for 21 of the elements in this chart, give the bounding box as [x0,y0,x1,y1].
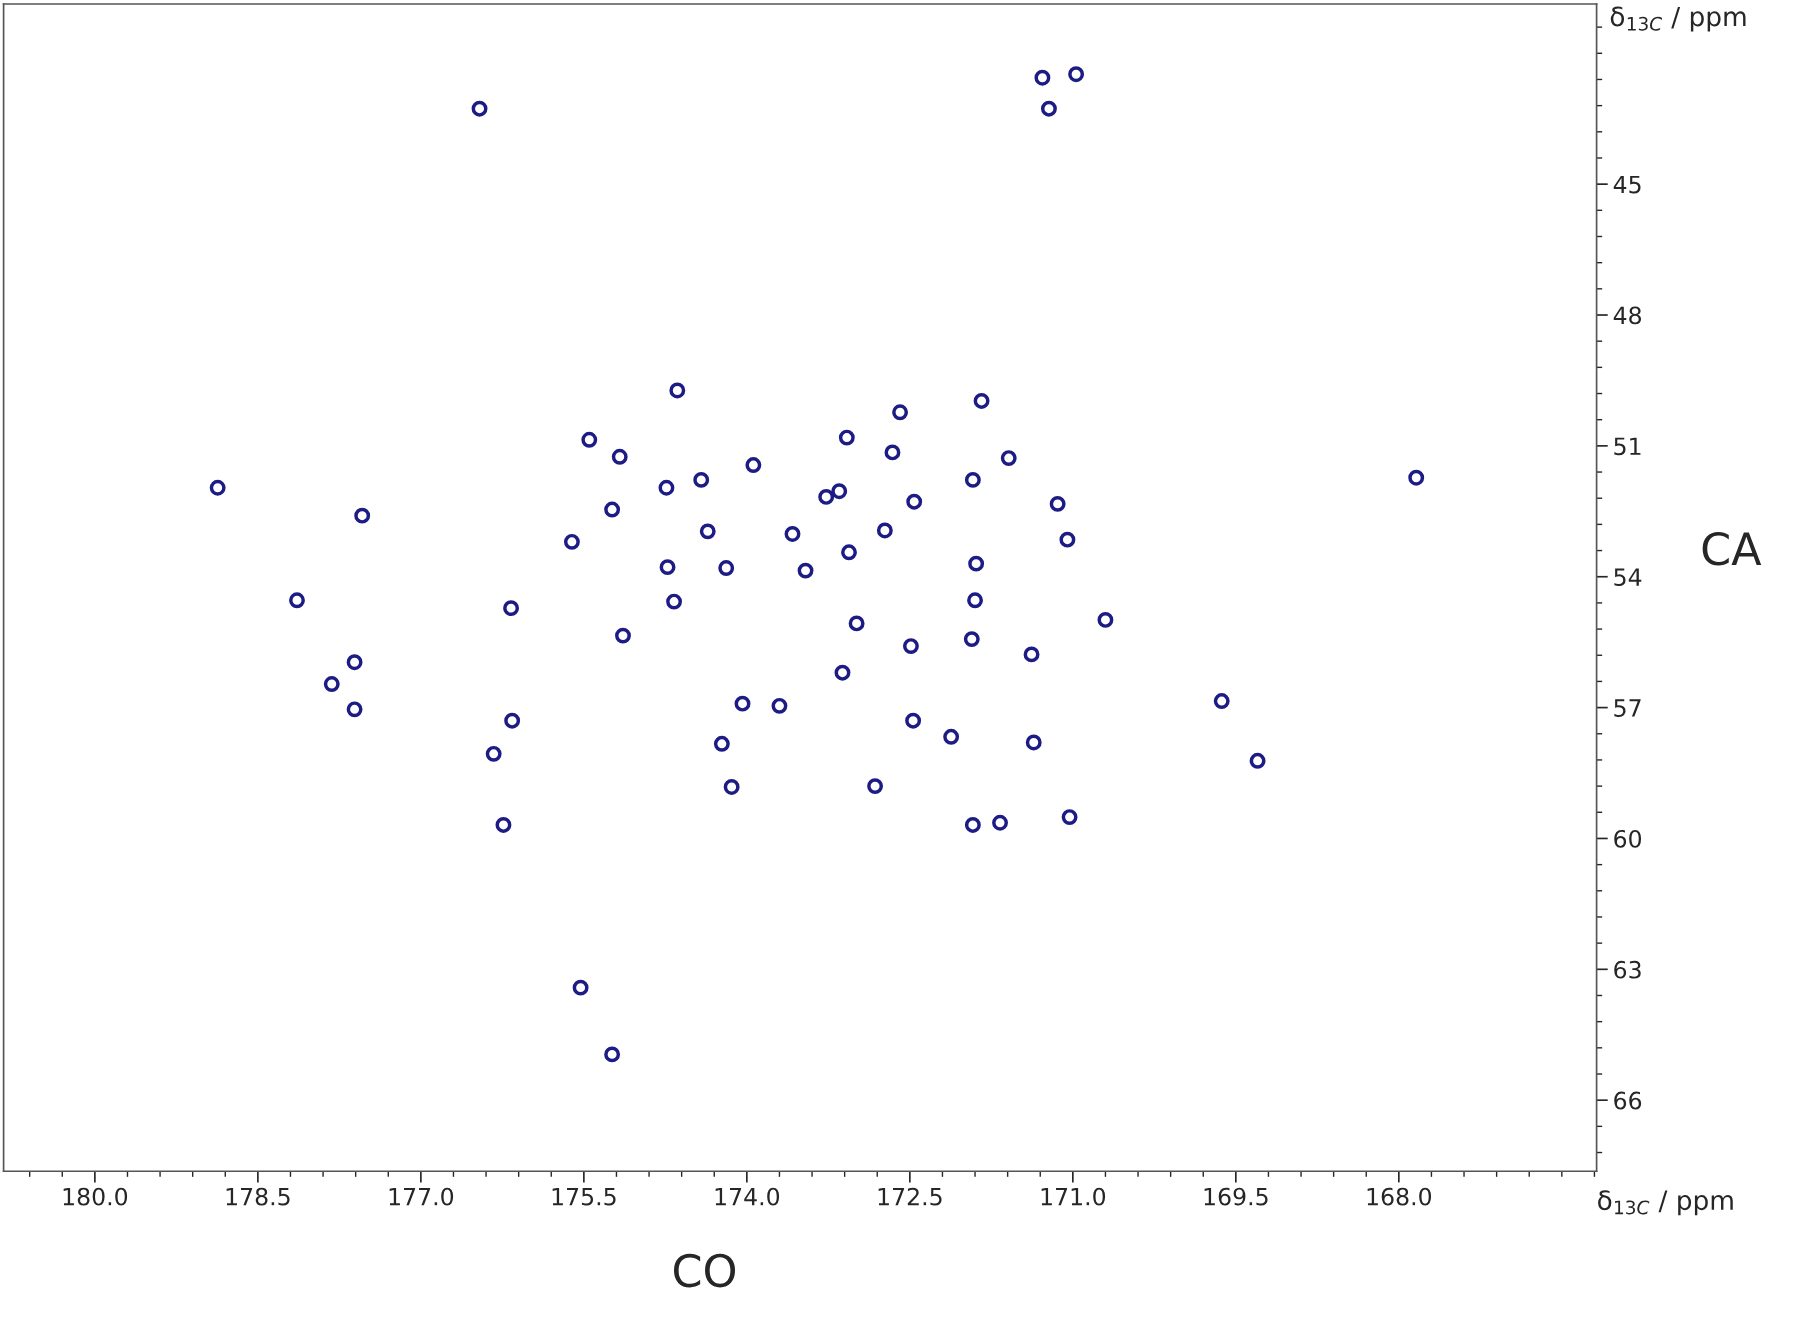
y-tick-label: 63 [1614,960,1641,979]
y-axis-title: CA [1702,531,1762,566]
x-tick-label: 168.0 [1367,1187,1432,1206]
x-tick-label: 171.0 [1041,1187,1106,1206]
x-tick-label: 178.5 [226,1187,290,1206]
y-tick-label: 45 [1613,175,1641,194]
x-tick-label: 175.5 [552,1187,616,1206]
text: δ$_{13C}$ / ppm [1610,6,1746,32]
y-tick-label: 54 [1614,568,1642,587]
y-tick-label: 66 [1614,1091,1642,1110]
x-axis-title: CO [674,1253,736,1288]
y-tick-label: 60 [1614,829,1642,848]
x-tick-label: 180.0 [63,1187,128,1206]
x-tick-label: 172.5 [878,1187,942,1206]
y-tick-label: 51 [1614,437,1641,456]
x-tick-label: 169.5 [1204,1187,1268,1206]
text: δ$_{13C}$ / ppm [1598,1190,1733,1216]
x-tick-label: 177.0 [389,1187,454,1206]
y-tick-label: 57 [1614,699,1641,717]
y-tick-label: 48 [1613,306,1641,325]
x-tick-label: 174.0 [715,1187,780,1206]
